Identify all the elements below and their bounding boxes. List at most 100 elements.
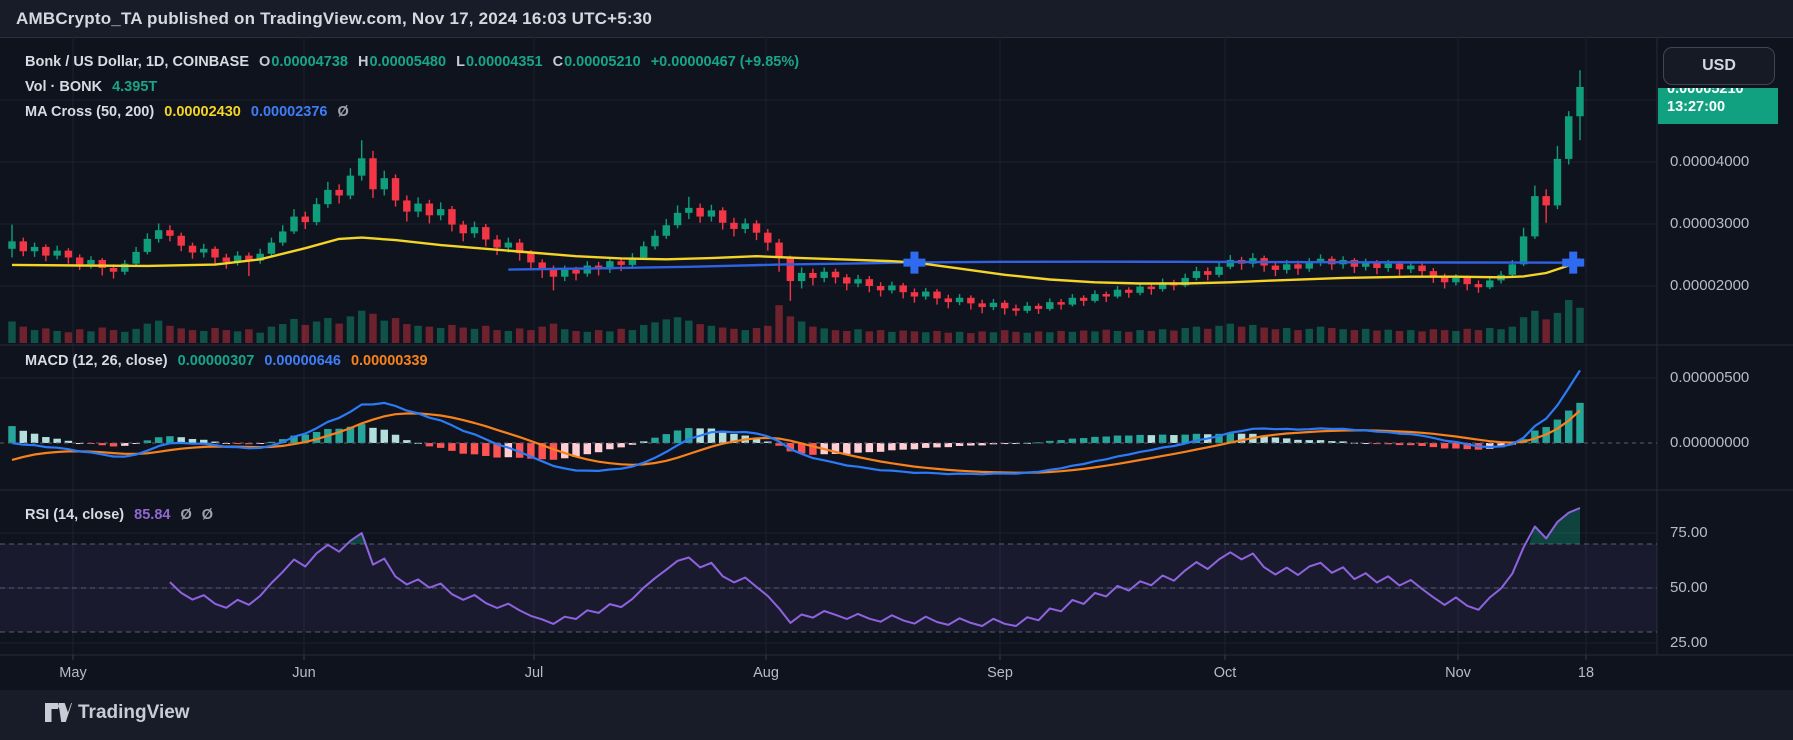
- candle-body: [752, 223, 761, 233]
- currency-usd-button[interactable]: USD: [1663, 47, 1775, 85]
- symbol-legend-row[interactable]: Bonk / US Dollar, 1D, COINBASE O0.000047…: [25, 54, 805, 70]
- macd-histogram-bar: [617, 443, 625, 448]
- rsi-empty-1: Ø: [180, 507, 192, 523]
- volume-bar: [425, 326, 434, 343]
- volume-bar: [98, 327, 106, 343]
- macd-histogram-bar: [1068, 438, 1077, 443]
- volume-bar: [662, 319, 670, 343]
- candle-body: [1294, 264, 1302, 269]
- macd-histogram-bar: [121, 443, 129, 446]
- time-axis[interactable]: [0, 655, 1657, 690]
- volume-bar: [989, 332, 998, 343]
- footer-bar: TradingView: [0, 690, 1793, 740]
- candle-body: [109, 268, 118, 272]
- macd-histogram-bar: [1305, 440, 1313, 443]
- macd-histogram-bar: [346, 426, 355, 443]
- candle-body: [1542, 196, 1550, 206]
- macd-histogram-bar: [786, 443, 795, 452]
- rsi-legend-row[interactable]: RSI (14, close) 85.84 Ø Ø: [25, 507, 219, 523]
- volume-bar: [188, 330, 197, 343]
- volume-bar: [843, 330, 851, 343]
- macd-legend-row[interactable]: MACD (12, 26, close) 0.00000307 0.000006…: [25, 353, 434, 369]
- volume-bar: [628, 330, 637, 343]
- tradingview-logo-icon[interactable]: [44, 700, 72, 731]
- time-axis-label: Oct: [1213, 665, 1237, 681]
- macd-axis-label: 0.00000000: [1670, 434, 1750, 451]
- time-axis-label: Aug: [753, 665, 779, 681]
- price-axis-label: 0.00003000: [1670, 215, 1750, 232]
- tradingview-wordmark[interactable]: TradingView: [78, 702, 190, 723]
- volume-bar: [1474, 330, 1483, 343]
- volume-bar: [53, 330, 61, 343]
- volume-bar: [639, 324, 648, 343]
- macd-histogram-bar: [989, 443, 998, 445]
- ma-cross-legend-row[interactable]: MA Cross (50, 200) 0.00002430 0.00002376…: [25, 104, 355, 120]
- volume-bar: [583, 331, 592, 343]
- candle-body: [1215, 266, 1223, 275]
- volume-bar: [109, 330, 118, 343]
- volume-bar: [1057, 330, 1065, 343]
- chart-panel-background: [0, 37, 1793, 692]
- macd-histogram-bar: [606, 443, 614, 450]
- macd-histogram-bar: [1237, 433, 1246, 443]
- ma200-line: [508, 260, 1581, 271]
- macd-histogram-bar: [166, 436, 174, 443]
- macd-line: [11, 369, 1581, 476]
- candle-body: [75, 257, 84, 265]
- volume-bar: [1553, 312, 1562, 343]
- candle-body: [301, 216, 310, 223]
- volume-bar: [403, 324, 411, 343]
- macd-histogram-bar: [910, 443, 919, 450]
- macd-histogram-bar: [53, 438, 61, 443]
- candle-body: [1113, 289, 1122, 297]
- volume-bar: [1361, 328, 1370, 343]
- volume-bar: [685, 320, 693, 343]
- candle-body: [561, 269, 569, 277]
- volume-bar: [876, 330, 885, 343]
- macd-histogram-bar: [64, 440, 73, 443]
- macd-histogram-bar: [967, 443, 975, 446]
- volume-bar: [1407, 330, 1415, 343]
- volume-bar: [1113, 330, 1122, 343]
- macd-histogram-bar: [876, 443, 885, 452]
- candle-body: [1463, 277, 1471, 285]
- candle-body: [403, 200, 411, 212]
- macd-histogram-bar: [764, 441, 772, 443]
- candle-body: [662, 225, 670, 236]
- macd-histogram-bar: [549, 443, 558, 460]
- macd-histogram-bar: [1226, 433, 1235, 443]
- macd-histogram-bar: [922, 443, 930, 448]
- macd-histogram-bar: [154, 437, 163, 443]
- volume-bar: [233, 331, 242, 343]
- ma-cross-marker-icon: [1562, 251, 1585, 274]
- volume-legend-row[interactable]: Vol · BONK 4.395T: [25, 79, 163, 95]
- candle-body: [1012, 308, 1020, 311]
- volume-bar: [1181, 327, 1189, 343]
- macd-histogram-bar: [583, 443, 592, 455]
- macd-histogram-bar: [1361, 443, 1370, 444]
- rsi-axis-label: 25.00: [1670, 634, 1708, 651]
- volume-bar: [617, 328, 625, 343]
- macd-histogram-bar: [1384, 443, 1392, 445]
- volume-bar: [967, 333, 975, 343]
- macd-histogram-bar: [1564, 410, 1573, 443]
- volume-bar: [1158, 329, 1167, 343]
- volume-title: Vol · BONK: [25, 79, 103, 95]
- candle-body: [978, 303, 986, 308]
- candle-body: [1553, 158, 1562, 206]
- volume-bar: [797, 321, 806, 343]
- macd-histogram-bar: [978, 443, 986, 446]
- candle-body: [1361, 262, 1370, 267]
- ma50-line: [11, 236, 1581, 285]
- candle-body: [1407, 265, 1415, 270]
- candle-body: [707, 210, 716, 217]
- volume-bar: [865, 331, 874, 343]
- volume-bar: [854, 329, 862, 343]
- macd-histogram-bar: [1328, 441, 1336, 443]
- candle-body: [482, 227, 490, 240]
- price-axis[interactable]: [1657, 37, 1793, 655]
- time-axis-label: May: [59, 665, 87, 681]
- macd-histogram-bar: [651, 437, 659, 443]
